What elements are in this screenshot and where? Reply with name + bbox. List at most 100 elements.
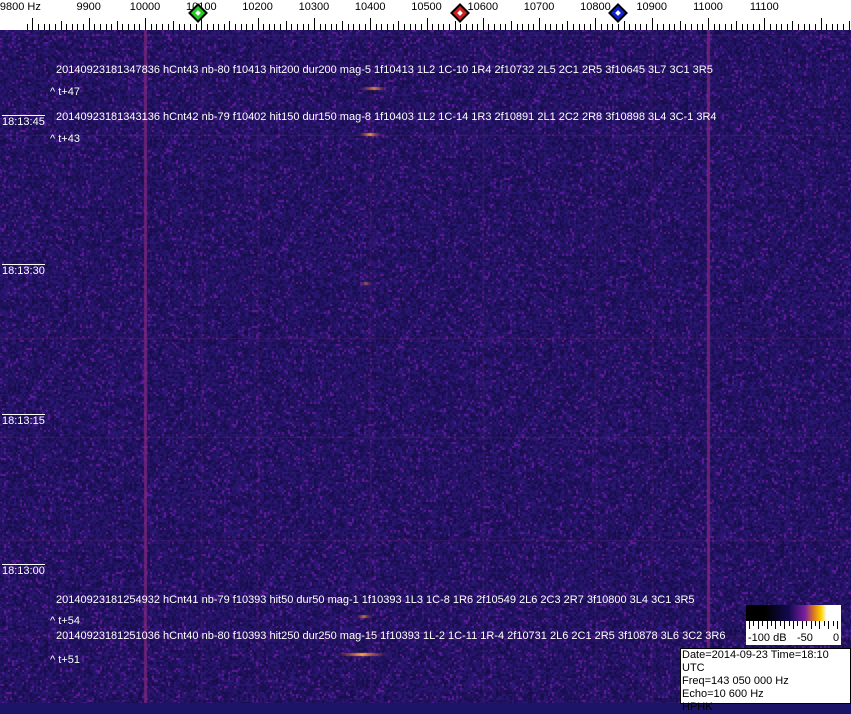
ruler-tick	[572, 24, 574, 30]
time-offset-label: ^ t+47	[50, 86, 80, 98]
ruler-tick	[375, 24, 377, 30]
ruler-tick	[415, 24, 417, 30]
ruler-tick	[387, 24, 389, 30]
ruler-tick	[285, 21, 287, 30]
ruler-tick	[674, 24, 676, 30]
colorbar-tick	[806, 621, 808, 626]
ruler-tick	[730, 24, 732, 30]
ruler-tick	[274, 24, 276, 30]
ruler-tick	[826, 24, 828, 30]
detection-annotation: 20140923181343136 hCnt42 nb-79 f10402 hi…	[56, 111, 717, 123]
ruler-tick	[409, 24, 411, 30]
colorbar-tick	[784, 621, 786, 629]
ruler-tick	[775, 24, 777, 30]
ruler-tick	[741, 24, 743, 30]
ruler-tick	[713, 24, 715, 30]
ruler-tick	[325, 24, 327, 30]
ruler-tick	[612, 24, 614, 30]
colorbar-tick	[832, 621, 834, 626]
ruler-tick	[477, 24, 479, 30]
ruler-tick	[139, 24, 141, 30]
ruler-tick	[803, 24, 805, 30]
ruler-tick	[178, 24, 180, 30]
ruler-tick	[449, 24, 451, 30]
colorbar-label: -100 dB	[748, 632, 787, 644]
time-label: 18:13:45	[2, 115, 45, 128]
ruler-tick	[584, 24, 586, 30]
ruler-tick	[843, 24, 845, 30]
ruler-tick	[426, 18, 428, 30]
ruler-tick	[601, 24, 603, 30]
ruler-tick	[302, 24, 304, 30]
ruler-tick	[223, 24, 225, 30]
ruler-tick	[550, 24, 552, 30]
ruler-tick	[640, 24, 642, 30]
ruler-tick	[122, 24, 124, 30]
ruler-tick	[83, 24, 85, 30]
ruler-tick	[437, 24, 439, 30]
colorbar-tick	[775, 621, 777, 629]
ruler-tick	[533, 24, 535, 30]
ruler-tick	[246, 24, 248, 30]
time-label: 18:13:00	[2, 564, 45, 577]
ruler-tick	[88, 18, 90, 30]
ruler-tick	[820, 18, 822, 30]
colorbar-tick	[793, 621, 794, 629]
colorbar-tick	[771, 621, 772, 626]
ruler-tick	[297, 24, 298, 30]
ruler-tick	[128, 24, 130, 30]
ruler-tick	[753, 24, 755, 30]
ruler-tick	[330, 24, 332, 30]
ruler-tick	[516, 24, 518, 30]
x-tick-label: 10000	[129, 1, 161, 13]
ruler-tick	[555, 24, 557, 30]
ruler-tick	[156, 24, 158, 30]
ruler-tick	[342, 21, 344, 30]
ruler-tick	[257, 18, 259, 30]
ruler-tick	[595, 18, 597, 30]
ruler-tick	[38, 24, 40, 30]
ruler-tick	[578, 24, 580, 30]
ruler-tick	[544, 24, 546, 30]
ruler-tick	[443, 24, 445, 30]
spectrogram	[0, 30, 851, 703]
ruler-tick	[837, 24, 839, 30]
ruler-tick	[381, 24, 383, 30]
colorbar-tick	[819, 621, 821, 629]
ruler-tick	[235, 24, 237, 30]
ruler-tick	[522, 24, 524, 30]
ruler-tick	[561, 24, 563, 30]
colorbar-tick	[753, 621, 755, 626]
ruler-tick	[679, 21, 681, 30]
time-offset-label: ^ t+54	[50, 615, 80, 627]
frequency-ruler: 9800 Hz990010000101001020010300104001050…	[0, 0, 851, 30]
time-offset-label: ^ t+51	[50, 654, 80, 666]
ruler-tick	[32, 18, 34, 30]
x-tick-label: 10500	[411, 1, 442, 13]
info-echo: Echo=10 600 Hz	[682, 688, 764, 700]
x-tick-label: 10400	[354, 1, 386, 13]
ruler-tick	[471, 24, 473, 30]
ruler-tick	[218, 24, 220, 30]
ruler-tick	[668, 24, 670, 30]
ruler-tick	[691, 24, 693, 30]
ruler-tick	[420, 24, 422, 30]
ruler-tick	[488, 24, 490, 30]
ruler-tick	[634, 24, 636, 30]
info-frequency: Freq=143 050 000 Hz	[682, 675, 789, 687]
colorbar-tick	[801, 621, 803, 629]
ruler-tick	[206, 24, 208, 30]
ruler-tick	[173, 21, 175, 30]
ruler-tick	[539, 18, 541, 30]
ruler-tick	[814, 24, 816, 30]
ruler-tick	[71, 24, 73, 30]
x-tick-label: 10300	[298, 1, 330, 13]
ruler-tick	[724, 24, 726, 30]
colorbar-tick	[828, 621, 830, 629]
info-date-time: Date=2014-09-23 Time=18:10 UTC	[682, 649, 829, 674]
ruler-tick	[201, 18, 203, 30]
frequency-marker-icon[interactable]	[608, 3, 628, 23]
ruler-tick	[505, 24, 507, 30]
x-tick-label: 10200	[242, 1, 273, 13]
ruler-tick	[111, 24, 113, 30]
